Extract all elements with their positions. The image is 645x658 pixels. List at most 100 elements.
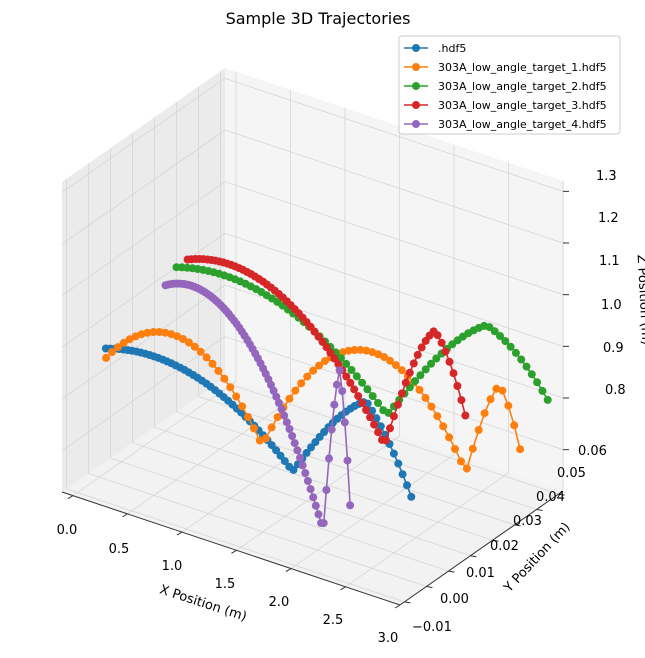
trajectory-point <box>274 398 283 407</box>
trajectory-point <box>272 392 281 401</box>
y-tick <box>492 539 499 542</box>
x-grid-line <box>72 71 237 496</box>
trajectory-point <box>334 360 343 369</box>
trajectory-point <box>326 348 335 357</box>
trajectory-point <box>330 400 339 409</box>
trajectory-point <box>315 361 323 370</box>
trajectory-point <box>314 510 323 519</box>
trajectory-point <box>344 346 353 355</box>
trajectory-point <box>522 362 531 371</box>
legend-marker <box>412 101 420 109</box>
trajectory-point <box>417 343 426 352</box>
trajectory-point <box>372 414 381 423</box>
trajectory-point <box>178 335 187 343</box>
y-tick-label: 0.01 <box>466 566 495 581</box>
trajectory-point <box>386 356 394 365</box>
trajectory-point <box>335 366 344 375</box>
z-grid-line <box>61 181 564 296</box>
trajectory-point <box>108 348 116 357</box>
y-grid-line <box>110 148 449 572</box>
trajectory-point <box>506 342 515 351</box>
trajectory-point <box>453 382 462 390</box>
trajectory-point <box>338 387 347 396</box>
trajectory-point <box>517 355 526 364</box>
trajectory-point <box>289 465 298 474</box>
trajectory-point <box>445 433 454 442</box>
trajectory-point <box>407 492 416 501</box>
y-grid-line <box>88 163 427 587</box>
trajectory-point <box>391 361 400 370</box>
trajectory-point <box>358 378 367 387</box>
trajectory-point <box>290 439 299 448</box>
trajectory-point <box>119 338 128 347</box>
x-tick <box>176 531 183 536</box>
z-tick-label: 1.3 <box>596 169 617 184</box>
trajectory-point <box>352 372 361 381</box>
z-grid-line <box>61 77 564 193</box>
data-series <box>101 255 552 528</box>
x-tick-label: 2.5 <box>323 613 344 628</box>
y-tick <box>470 555 477 558</box>
trajectory-point <box>301 469 310 478</box>
y-tick-label: −0.01 <box>412 620 452 635</box>
legend-label: 303A_low_angle_target_4.hdf5 <box>438 118 607 131</box>
y-tick <box>426 586 433 589</box>
legend-marker <box>412 120 420 128</box>
axes <box>61 181 569 609</box>
trajectory-point <box>214 366 223 375</box>
trajectory-point <box>346 378 355 387</box>
legend-label: 303A_low_angle_target_1.hdf5 <box>438 61 607 74</box>
trajectory-point <box>457 457 465 466</box>
x-grid-line <box>290 144 455 569</box>
trajectory-point <box>413 350 422 359</box>
trajectory-point <box>468 444 477 453</box>
trajectory-point <box>394 459 403 468</box>
trajectory-point <box>533 378 542 387</box>
y-tick-label: 0.02 <box>490 539 519 554</box>
trajectory-point <box>433 331 442 340</box>
trajectory-point <box>449 369 458 378</box>
trajectory-point <box>350 346 359 354</box>
trajectory-point <box>342 359 351 368</box>
trajectory-point <box>511 348 520 357</box>
trajectory-point <box>347 366 356 374</box>
x-tick-label: 0.0 <box>57 523 78 538</box>
trajectory-point <box>504 401 513 410</box>
trajectory-point <box>155 328 164 336</box>
trajectory-point <box>327 425 336 434</box>
trajectory-point <box>363 385 372 394</box>
y-tick-label: 0.00 <box>440 592 469 607</box>
trajectory-point <box>276 451 285 460</box>
y-tick <box>558 493 565 496</box>
y-grid-line <box>198 86 537 510</box>
trajectory-point <box>462 464 471 473</box>
trajectory-point <box>255 436 264 445</box>
trajectory-point <box>296 453 304 462</box>
trajectory-point <box>285 425 294 433</box>
trajectory-point <box>354 392 363 401</box>
trajectory-point <box>319 519 328 528</box>
trajectory-point <box>441 347 450 356</box>
chart-title: Sample 3D Trajectories <box>226 9 411 28</box>
y-tick-label: 0.03 <box>513 514 542 529</box>
x-tick-label: 0.5 <box>109 542 130 557</box>
trajectory-point <box>340 418 349 427</box>
trajectory-point <box>330 354 339 363</box>
trajectory-point <box>496 332 504 340</box>
trajectory-point <box>374 350 383 359</box>
legend-box <box>398 35 621 135</box>
trajectory-point <box>382 436 390 445</box>
trajectory-point <box>401 378 410 387</box>
trajectory-point <box>432 354 441 363</box>
x-tick <box>67 495 74 500</box>
trajectory-point <box>543 395 552 404</box>
trajectory-point <box>480 409 489 418</box>
trajectory-point <box>490 327 499 336</box>
trajectory-series <box>183 255 470 445</box>
y-tick-label: 0.06 <box>578 444 607 459</box>
trajectory-point <box>421 365 430 374</box>
trajectory-point <box>303 372 312 381</box>
trajectory-point <box>343 456 352 465</box>
trajectory-point <box>405 368 414 377</box>
